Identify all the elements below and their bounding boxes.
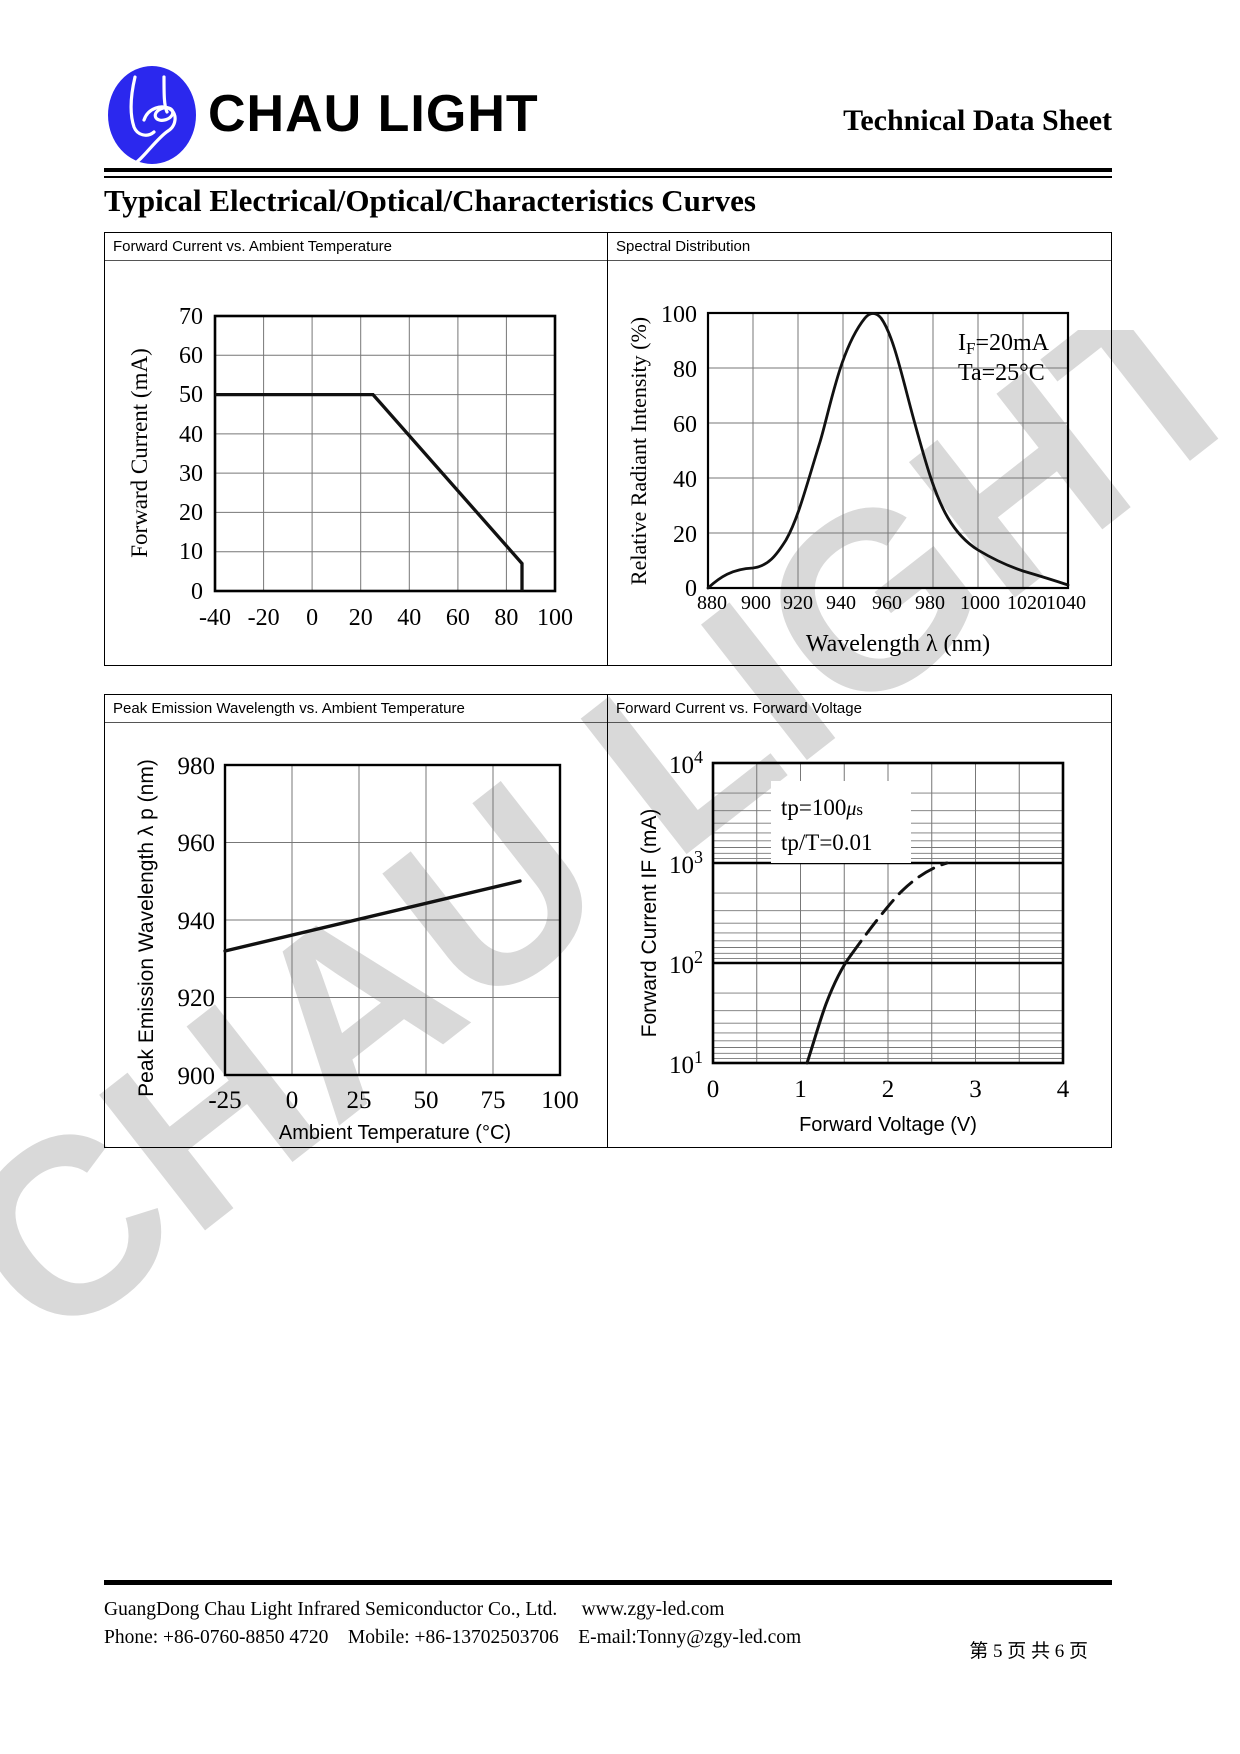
chart-forward-current-vs-ambient-temperature: Forward Current vs. Ambient Temperature — [104, 232, 608, 666]
chart-2-title: Spectral Distribution — [608, 233, 1111, 261]
page-header: CHAU LIGHT Technical Data Sheet — [104, 62, 1112, 170]
chart-spectral-distribution: Spectral Distribution — [608, 232, 1112, 666]
footer-company-line: GuangDong Chau Light Infrared Semiconduc… — [104, 1599, 725, 1620]
svg-text:25: 25 — [347, 1087, 372, 1114]
svg-text:40: 40 — [397, 605, 421, 631]
svg-text:40: 40 — [179, 422, 203, 448]
svg-text:900: 900 — [178, 1063, 216, 1090]
svg-text:10: 10 — [179, 539, 203, 565]
svg-text:940: 940 — [826, 592, 856, 614]
document-kind: Technical Data Sheet — [843, 104, 1112, 137]
svg-text:0: 0 — [685, 576, 697, 602]
svg-text:0: 0 — [306, 605, 318, 631]
svg-text:50: 50 — [179, 382, 203, 408]
svg-text:Ambient Temperature (°C): Ambient Temperature (°C) — [279, 1122, 511, 1144]
chart-4-plot: 104 103 102 101 0 1 2 3 4 — [608, 723, 1111, 1147]
page-title: Typical Electrical/Optical/Characteristi… — [104, 183, 756, 218]
svg-text:30: 30 — [179, 461, 203, 487]
svg-text:4: 4 — [1057, 1076, 1070, 1103]
svg-text:102: 102 — [669, 947, 703, 979]
svg-text:Forward Voltage (V): Forward Voltage (V) — [799, 1114, 977, 1136]
svg-text:2: 2 — [882, 1076, 895, 1103]
svg-text:880: 880 — [697, 592, 727, 614]
svg-text:0: 0 — [191, 579, 203, 605]
footer-divider — [104, 1580, 1112, 1585]
brand-name: CHAU LIGHT — [208, 85, 539, 143]
svg-text:104: 104 — [669, 747, 703, 779]
svg-text:20: 20 — [673, 522, 697, 548]
svg-text:Relative Radiant Intensity (%): Relative Radiant Intensity (%) — [626, 317, 651, 585]
svg-text:1000: 1000 — [960, 592, 1000, 614]
page-footer: GuangDong Chau Light Infrared Semiconduc… — [104, 1596, 1112, 1662]
svg-text:60: 60 — [673, 412, 697, 438]
svg-text:tp/T=0.01: tp/T=0.01 — [781, 830, 873, 855]
svg-text:960: 960 — [178, 830, 216, 857]
chart-peak-emission-wavelength-vs-ambient-temperature: Peak Emission Wavelength vs. Ambient Tem… — [104, 694, 608, 1148]
svg-text:100: 100 — [541, 1087, 579, 1114]
svg-text:IF=20mA: IF=20mA — [958, 330, 1050, 358]
chart-3-title: Peak Emission Wavelength vs. Ambient Tem… — [105, 695, 607, 723]
svg-text:70: 70 — [179, 304, 203, 330]
header-divider — [104, 168, 1112, 178]
svg-text:101: 101 — [669, 1047, 703, 1079]
svg-text:Forward Current (mA): Forward Current (mA) — [127, 348, 152, 558]
svg-text:980: 980 — [178, 753, 216, 780]
svg-text:100: 100 — [661, 302, 697, 328]
svg-text:0: 0 — [286, 1087, 299, 1114]
svg-text:1040: 1040 — [1046, 592, 1086, 614]
svg-text:80: 80 — [673, 357, 697, 383]
svg-text:50: 50 — [414, 1087, 439, 1114]
svg-text:60: 60 — [179, 343, 203, 369]
chart-1-title: Forward Current vs. Ambient Temperature — [105, 233, 607, 261]
svg-text:1: 1 — [794, 1076, 807, 1103]
svg-text:Ta=25°C: Ta=25°C — [958, 360, 1045, 386]
svg-text:-25: -25 — [208, 1087, 241, 1114]
svg-text:980: 980 — [915, 592, 945, 614]
svg-text:tp=100μs: tp=100μs — [781, 795, 863, 820]
svg-text:900: 900 — [741, 592, 771, 614]
svg-text:20: 20 — [179, 500, 203, 526]
chart-3-plot: 980 960 940 920 900 -25 0 25 50 75 — [105, 723, 607, 1147]
svg-text:60: 60 — [446, 605, 470, 631]
svg-text:75: 75 — [481, 1087, 506, 1114]
svg-text:920: 920 — [178, 985, 216, 1012]
chart-2-plot: 100 80 60 40 20 0 880 900 920 940 — [608, 261, 1111, 665]
svg-text:100: 100 — [537, 605, 573, 631]
svg-text:940: 940 — [178, 908, 216, 935]
svg-text:960: 960 — [872, 592, 902, 614]
footer-contact-line: Phone: +86-0760-8850 4720 Mobile: +86-13… — [104, 1627, 802, 1649]
chart-forward-current-vs-forward-voltage: Forward Current vs. Forward Voltage — [608, 694, 1112, 1148]
svg-text:1020: 1020 — [1007, 592, 1047, 614]
svg-text:Peak Emission Wavelength λ p: Peak Emission Wavelength λ p (nm) — [135, 759, 158, 1097]
svg-text:920: 920 — [783, 592, 813, 614]
svg-text:0: 0 — [707, 1076, 720, 1103]
svg-text:-20: -20 — [248, 605, 280, 631]
svg-text:3: 3 — [969, 1076, 982, 1103]
svg-text:Forward Current IF (mA): Forward Current IF (mA) — [638, 809, 661, 1038]
page-number: 第 5 页 共 6 页 — [969, 1641, 1088, 1662]
svg-text:20: 20 — [349, 605, 373, 631]
svg-text:80: 80 — [494, 605, 518, 631]
chart-1-plot: 70 60 50 40 30 20 10 0 -40 -20 — [105, 261, 607, 665]
chau-light-logo-icon — [104, 64, 200, 166]
characteristic-curves-grid: Forward Current vs. Ambient Temperature — [104, 232, 1112, 1148]
svg-text:103: 103 — [669, 847, 703, 879]
svg-text:Wavelength λ (nm): Wavelength λ (nm) — [806, 631, 990, 657]
svg-text:40: 40 — [673, 467, 697, 493]
svg-text:-40: -40 — [199, 605, 231, 631]
chart-4-title: Forward Current vs. Forward Voltage — [608, 695, 1111, 723]
